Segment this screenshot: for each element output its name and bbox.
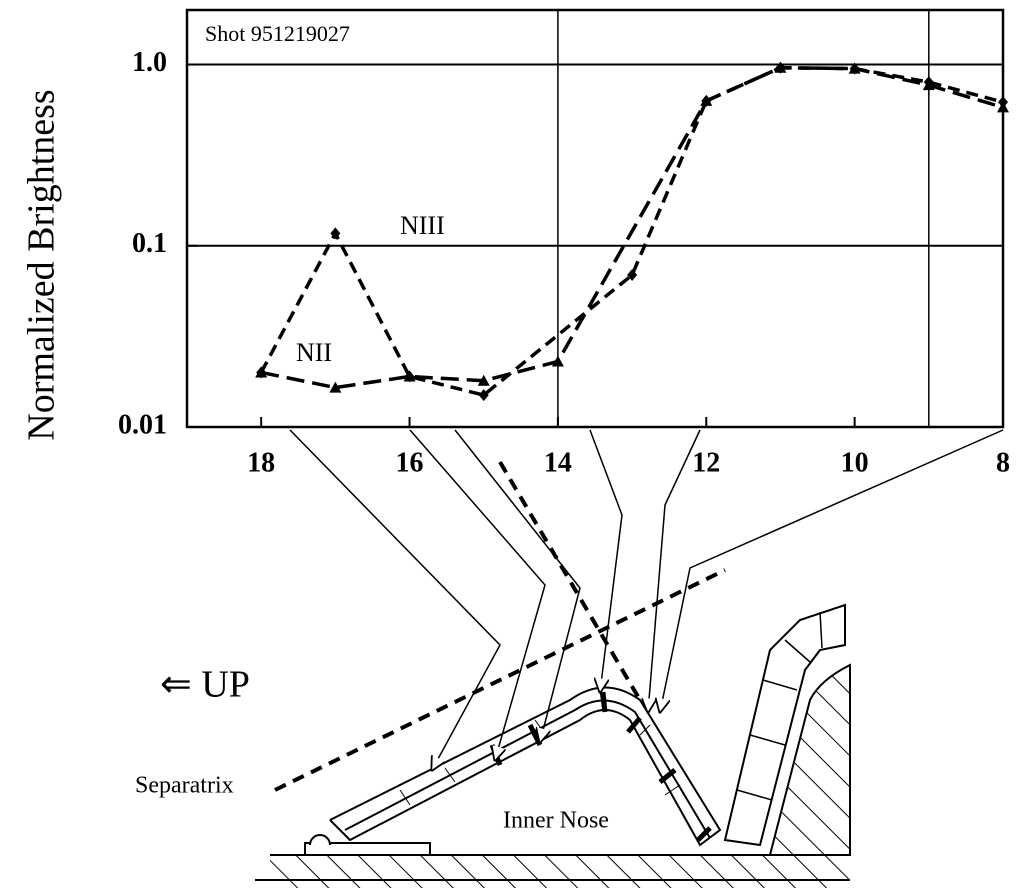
y-tick-label: 0.01 <box>118 409 167 440</box>
line <box>259 66 1004 397</box>
marker <box>330 227 341 240</box>
marker <box>329 381 342 393</box>
marker <box>774 61 787 73</box>
marker <box>848 62 861 74</box>
x-tick-label: 14 <box>544 447 572 478</box>
annotation: Inner Nose <box>503 808 609 834</box>
plot-frame <box>185 8 1005 429</box>
y-tick-label: 1.0 <box>132 47 167 78</box>
y-tick-label: 0.1 <box>132 228 167 259</box>
x-tick-label: 18 <box>247 447 275 478</box>
marker <box>997 101 1009 113</box>
marker <box>627 268 638 281</box>
annotation: Separatrix <box>135 773 234 799</box>
marker <box>403 370 416 382</box>
y-axis-label: Normalized Brightness <box>21 89 63 440</box>
diagram <box>255 429 1004 888</box>
marker <box>700 94 713 106</box>
marker <box>922 79 935 91</box>
x-tick-label: 12 <box>692 447 720 478</box>
marker <box>255 366 268 378</box>
marker <box>551 355 564 367</box>
marker <box>478 389 489 402</box>
x-tick-label: 16 <box>396 447 424 478</box>
x-tick-label: 8 <box>996 447 1010 478</box>
x-tick-label: 10 <box>841 447 869 478</box>
series-label: NIII <box>400 211 445 240</box>
marker <box>477 374 490 386</box>
series-label: NII <box>296 338 332 367</box>
line <box>260 66 1004 390</box>
chart-title: Shot 951219027 <box>205 21 350 46</box>
annotation: ⇐ UP <box>160 664 250 706</box>
